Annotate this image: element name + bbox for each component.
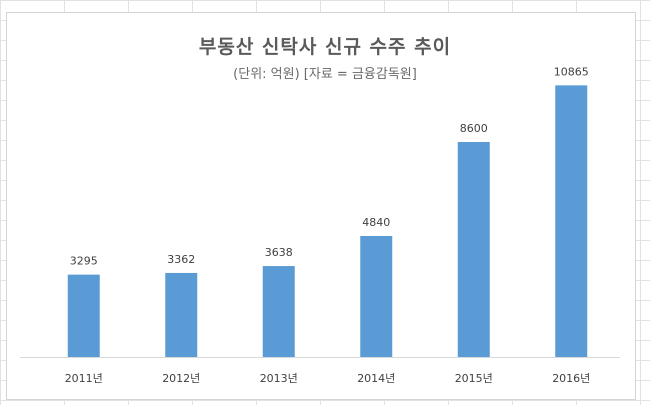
chart-title: 부동산 신탁사 신규 수주 추이 (198, 36, 452, 58)
bar-2013년 (262, 266, 295, 357)
bar-2012년 (165, 272, 198, 357)
x-tick-label-2015년: 2015년 (455, 372, 493, 385)
data-label-2014년: 4840 (362, 216, 390, 229)
chart-area[interactable] (6, 12, 636, 400)
data-label-2015년: 8600 (460, 122, 488, 135)
x-tick-label-2014년: 2014년 (357, 372, 395, 385)
bar-2016년 (555, 85, 588, 357)
x-tick-label-2013년: 2013년 (260, 372, 298, 385)
data-label-2016년: 10865 (554, 65, 589, 78)
bar-2014년 (360, 236, 393, 357)
data-label-2011년: 3295 (70, 255, 98, 268)
data-label-2012년: 3362 (167, 253, 195, 266)
bar-2011년 (67, 274, 100, 357)
bar-2015년 (457, 142, 490, 357)
x-tick-label-2016년: 2016년 (552, 372, 590, 385)
x-tick-label-2012년: 2012년 (162, 372, 200, 385)
chart-subtitle: (단위: 억원) [자료 = 금융감독원] (233, 67, 417, 82)
x-tick-label-2011년: 2011년 (65, 372, 103, 385)
data-label-2013년: 3638 (265, 246, 293, 259)
